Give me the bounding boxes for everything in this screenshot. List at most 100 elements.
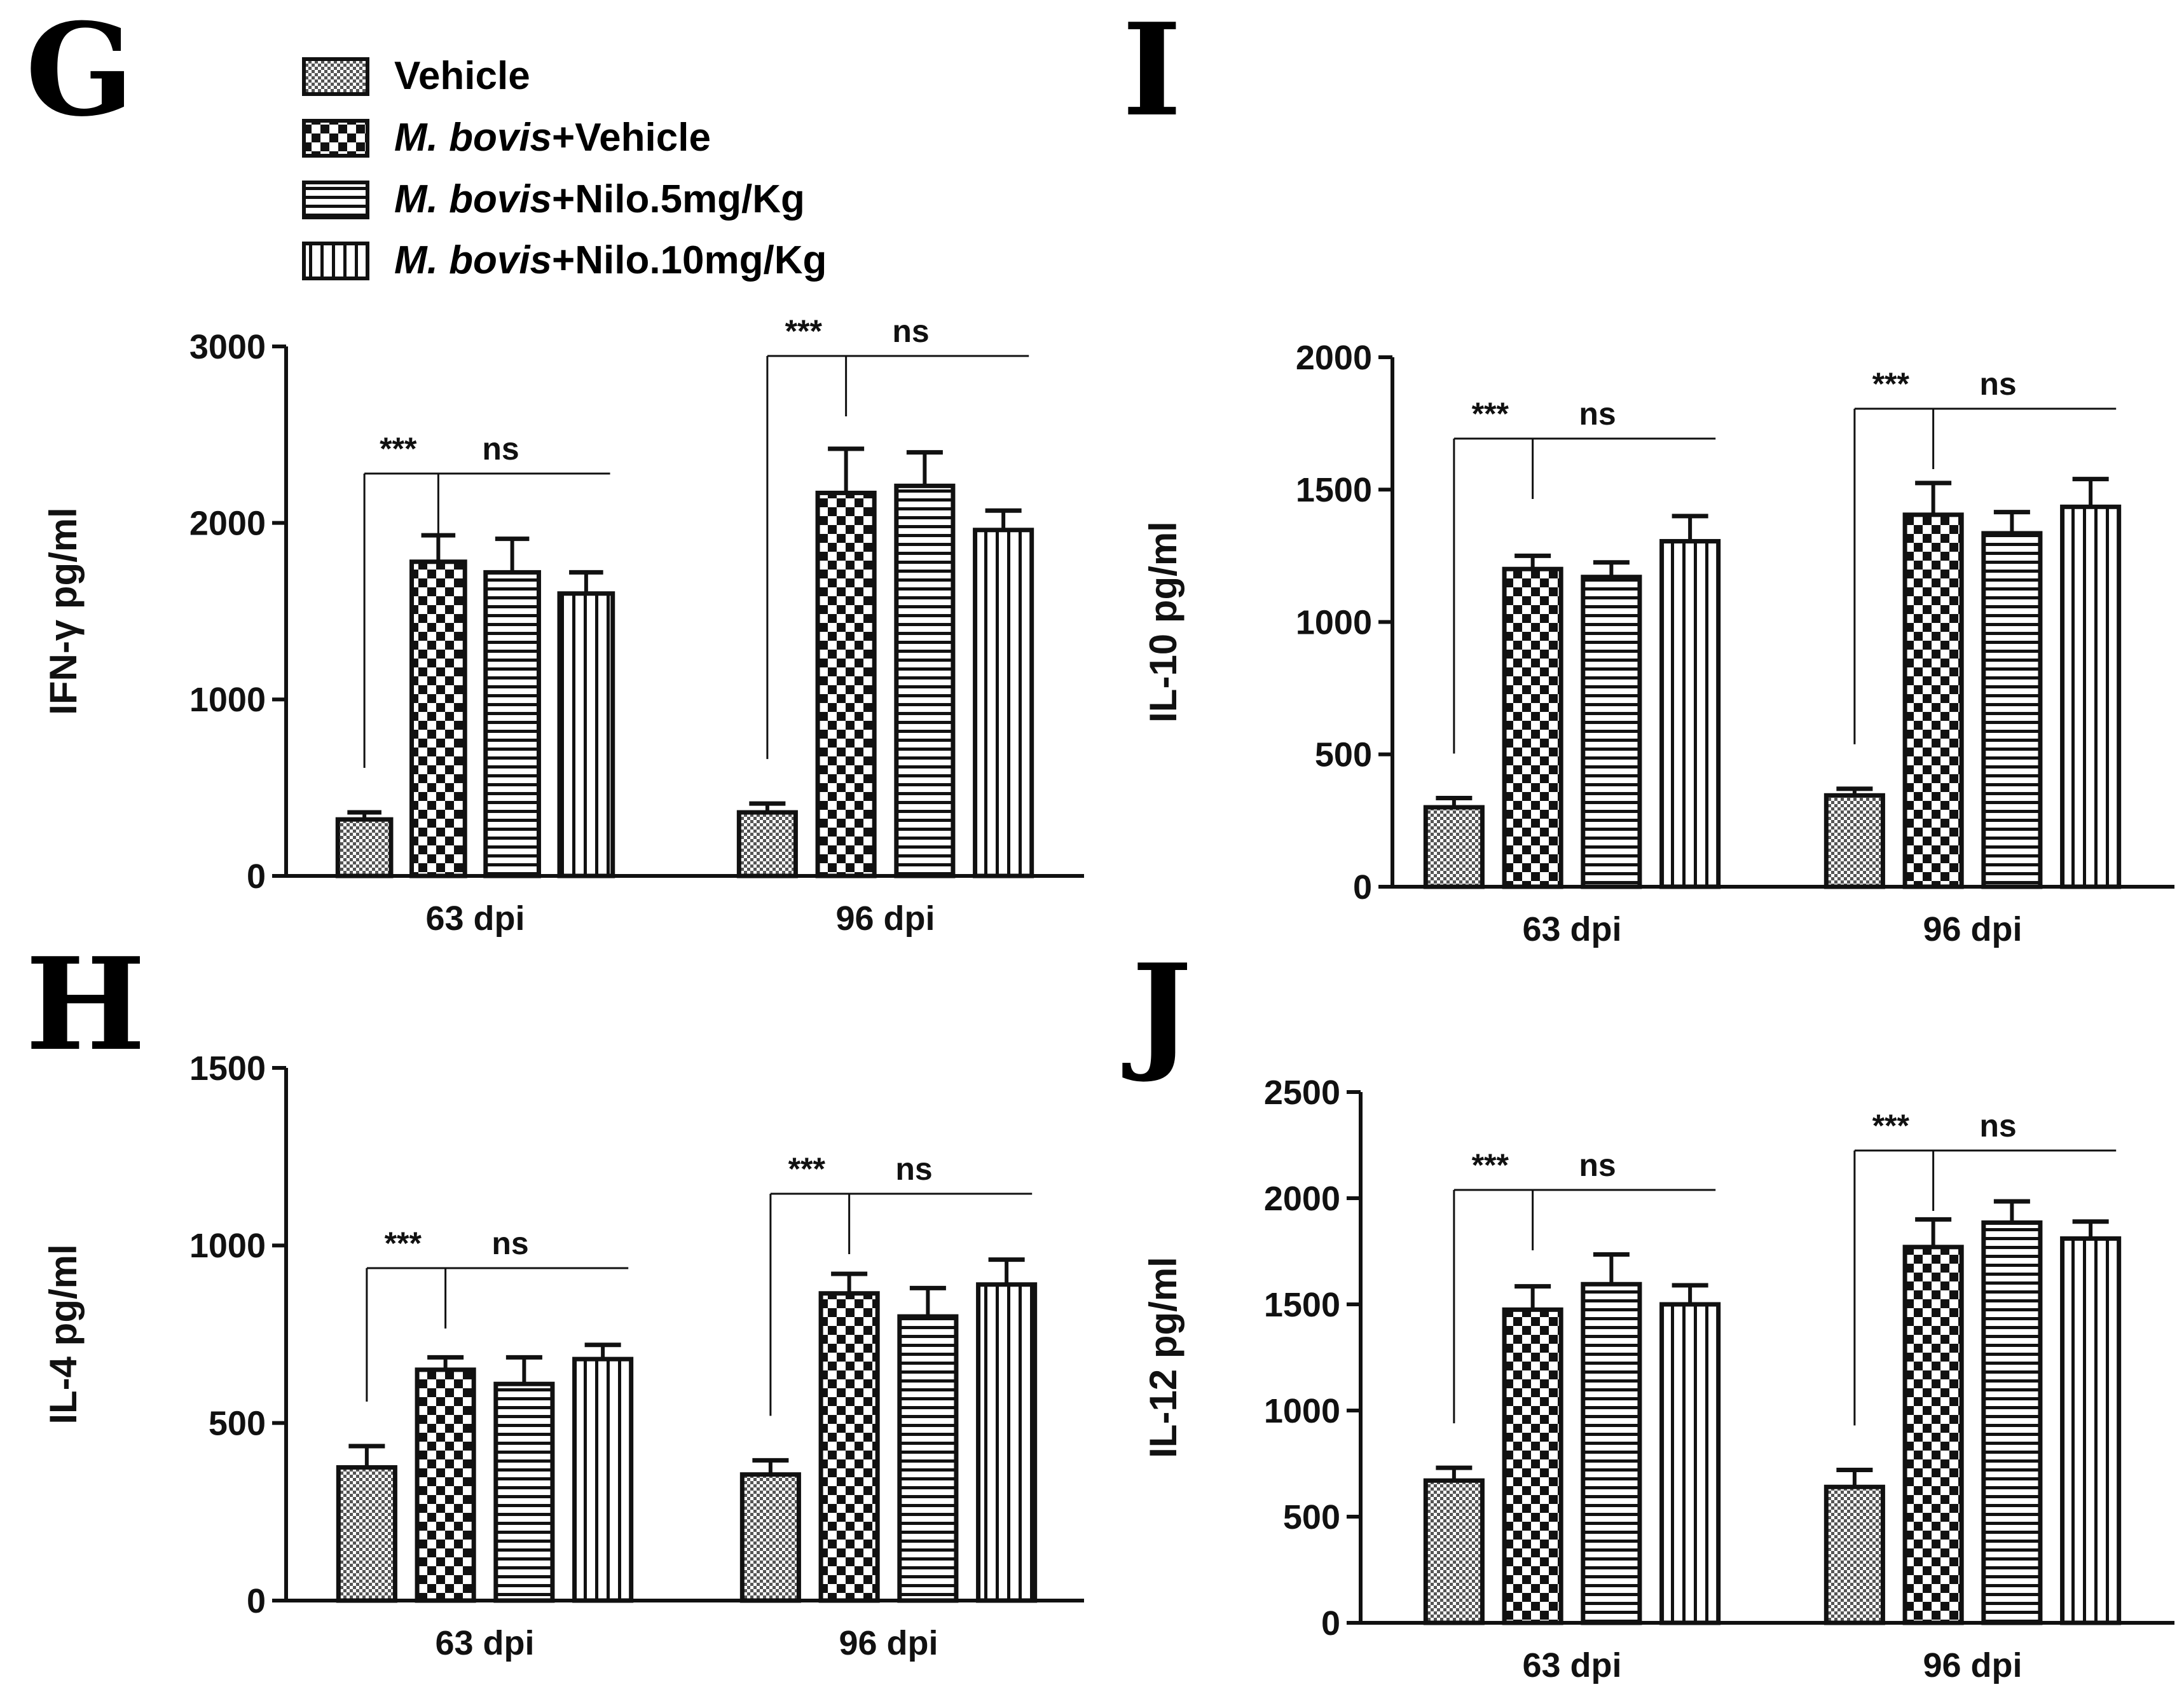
legend-swatch-mbovis-nilo5 — [302, 181, 369, 219]
chart-ifn-gamma: 0 1000 2000 3000 IFN-γ pg/ml 63 dpi *** ns 96 dp… — [42, 313, 1084, 938]
panel-letter-i: I — [1122, 0, 1182, 145]
legend-swatch-vehicle — [302, 57, 369, 96]
bar — [736, 810, 798, 878]
y-tick-label: 2000 — [1296, 339, 1372, 377]
significance-stars: *** — [385, 1226, 422, 1261]
bar — [1823, 793, 1885, 889]
legend-item-mbovis-nilo5: M. bovis+Nilo.5mg/Kg — [302, 177, 805, 221]
significance-stars: *** — [788, 1151, 826, 1187]
significance-ns: ns — [895, 1151, 932, 1187]
bar — [1423, 805, 1485, 889]
bar — [976, 1282, 1038, 1603]
x-tick-label: 96 dpi — [835, 899, 935, 938]
y-axis-label: IFN-γ pg/ml — [42, 507, 85, 715]
significance-stars: *** — [1472, 1147, 1509, 1183]
y-tick-label: 1000 — [1296, 603, 1372, 641]
legend-item-vehicle: Vehicle — [302, 54, 530, 98]
significance-ns: ns — [1579, 1147, 1616, 1183]
legend-label-mbovis-nilo10: M. bovis+Nilo.10mg/Kg — [394, 238, 827, 282]
y-axis-label: IL-4 pg/ml — [42, 1244, 85, 1424]
bar — [973, 528, 1034, 878]
legend-swatch-mbovis-nilo10 — [302, 242, 369, 280]
bar — [1981, 531, 2043, 889]
bar — [1581, 575, 1642, 889]
y-axis-label: IL-10 pg/ml — [1142, 521, 1185, 723]
legend: Vehicle M. bovis+Vehicle M. bovis+Nilo.5… — [302, 54, 827, 282]
chart-il-10: 0 500 1000 1500 2000 IL-10 pg/ml 63 dpi *** ns 96… — [1142, 339, 2174, 948]
panel-letter-h: H — [25, 930, 146, 1079]
significance-ns: ns — [482, 431, 519, 467]
panel-letter-j: J — [1122, 936, 1192, 1086]
bar — [483, 570, 541, 878]
bar — [493, 1381, 555, 1603]
bar — [894, 483, 956, 878]
x-tick-label: 96 dpi — [1923, 1646, 2022, 1684]
significance-stars: *** — [1872, 366, 1910, 402]
y-tick-label: 500 — [1315, 736, 1372, 774]
y-tick-label: 2500 — [1264, 1074, 1340, 1112]
legend-label-mbovis-vehicle: M. bovis+Vehicle — [394, 116, 711, 160]
y-tick-label: 1500 — [1296, 471, 1372, 509]
bar — [409, 559, 467, 878]
y-tick-label: 0 — [247, 1582, 266, 1620]
bar — [557, 591, 615, 878]
x-tick-label: 63 dpi — [1522, 910, 1621, 948]
legend-label-mbovis-nilo5: M. bovis+Nilo.5mg/Kg — [394, 177, 805, 221]
legend-label-vehicle: Vehicle — [394, 54, 530, 98]
significance-stars: *** — [785, 313, 823, 349]
legend-swatch-mbovis-vehicle — [302, 119, 369, 158]
bar — [1423, 1478, 1485, 1625]
bar — [818, 1291, 880, 1603]
x-tick-label: 63 dpi — [1522, 1646, 1621, 1684]
significance-ns: ns — [892, 313, 929, 349]
significance-ns: ns — [1579, 396, 1616, 432]
y-tick-label: 1000 — [189, 1227, 266, 1265]
bar — [1902, 1245, 1964, 1625]
significance-ns: ns — [1979, 366, 2016, 402]
bar — [1502, 1307, 1563, 1625]
bar — [1902, 512, 1964, 889]
significance-stars: *** — [380, 431, 417, 467]
y-tick-label: 2000 — [189, 505, 266, 543]
bar — [1659, 538, 1721, 889]
y-tick-label: 1500 — [1264, 1286, 1340, 1324]
bar — [815, 490, 877, 878]
chart-il-12: 0 500 1000 1500 2000 2500 IL-12 pg/ml 63 dpi ***… — [1142, 1074, 2174, 1684]
bar — [897, 1314, 959, 1603]
bar — [1659, 1302, 1721, 1625]
bar — [1502, 566, 1563, 889]
bar — [335, 817, 394, 878]
x-tick-label: 96 dpi — [839, 1624, 938, 1662]
legend-item-mbovis-nilo10: M. bovis+Nilo.10mg/Kg — [302, 238, 827, 282]
bar — [336, 1465, 397, 1603]
bar — [1823, 1484, 1885, 1625]
chart-il-4: 0 500 1000 1500 IL-4 pg/ml 63 dpi *** ns 96 dpi *… — [42, 1049, 1084, 1662]
bar — [572, 1356, 634, 1603]
y-tick-label: 500 — [1283, 1498, 1340, 1536]
bar — [739, 1472, 801, 1603]
y-tick-label: 0 — [1353, 868, 1372, 906]
y-tick-label: 0 — [247, 857, 266, 896]
y-tick-label: 500 — [209, 1405, 266, 1443]
bar — [1581, 1281, 1642, 1625]
significance-ns: ns — [1979, 1108, 2016, 1144]
y-tick-label: 1500 — [189, 1049, 266, 1088]
y-tick-label: 2000 — [1264, 1180, 1340, 1218]
legend-item-mbovis-vehicle: M. bovis+Vehicle — [302, 116, 711, 160]
bar — [415, 1367, 476, 1603]
significance-ns: ns — [491, 1226, 528, 1261]
y-tick-label: 3000 — [189, 328, 266, 366]
significance-stars: *** — [1472, 396, 1509, 432]
y-tick-label: 0 — [1321, 1604, 1340, 1643]
bar — [2060, 1236, 2122, 1625]
bar — [2060, 504, 2122, 889]
y-axis-label: IL-12 pg/ml — [1142, 1257, 1185, 1458]
x-tick-label: 63 dpi — [425, 899, 525, 938]
panel-letter-g: G — [25, 0, 134, 145]
y-tick-label: 1000 — [1264, 1392, 1340, 1430]
x-tick-label: 63 dpi — [435, 1624, 534, 1662]
significance-stars: *** — [1872, 1108, 1910, 1144]
bar — [1981, 1220, 2043, 1625]
x-tick-label: 96 dpi — [1923, 910, 2022, 948]
